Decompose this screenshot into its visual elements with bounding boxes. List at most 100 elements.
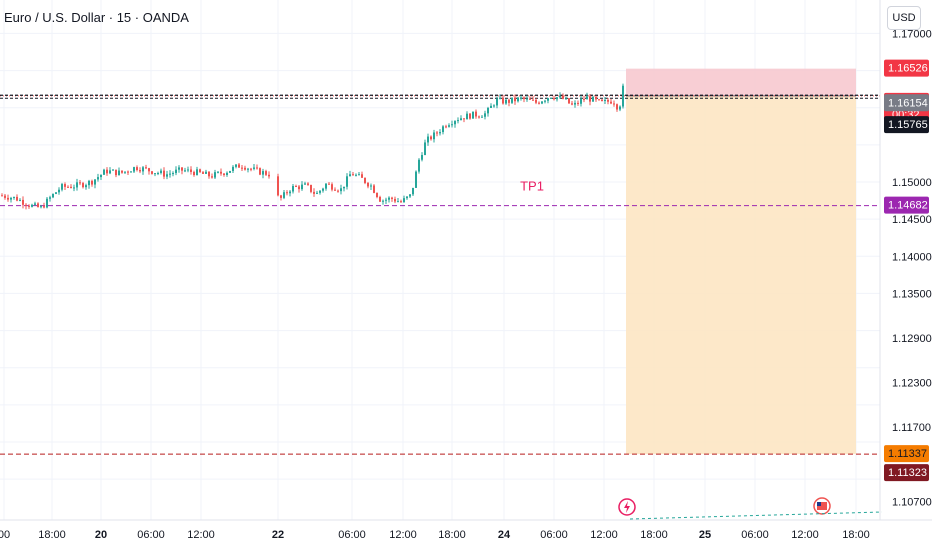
candle-body bbox=[343, 186, 345, 189]
time-tick-label: 06:00 bbox=[540, 529, 568, 541]
candle-body bbox=[592, 96, 594, 102]
candle-body bbox=[520, 97, 522, 99]
candle-body bbox=[256, 167, 258, 169]
candle-body bbox=[385, 199, 387, 201]
candle-body bbox=[115, 169, 117, 176]
price-lines bbox=[0, 94, 880, 455]
candle-body bbox=[205, 171, 207, 174]
candle-body bbox=[277, 176, 279, 196]
candle-body bbox=[151, 171, 153, 174]
candle-body bbox=[508, 99, 510, 103]
candle-body bbox=[403, 198, 405, 203]
price-badge-label: 1.16526 bbox=[888, 63, 928, 75]
candle-body bbox=[58, 189, 60, 193]
candle-body bbox=[28, 205, 30, 207]
candle-body bbox=[541, 101, 543, 104]
price-tick-label: 1.14500 bbox=[892, 214, 932, 226]
position-tool[interactable] bbox=[626, 68, 856, 455]
candle-body bbox=[370, 185, 372, 187]
candle-body bbox=[49, 197, 51, 199]
candle-body bbox=[259, 168, 261, 175]
candle-body bbox=[490, 105, 492, 108]
price-badge-label: 1.15765 bbox=[888, 119, 928, 131]
price-tick-label: 1.17000 bbox=[892, 28, 932, 40]
take-profit-zone[interactable] bbox=[626, 96, 856, 455]
stop-loss-zone[interactable] bbox=[626, 68, 856, 96]
candle-body bbox=[73, 187, 75, 189]
candle-body bbox=[418, 159, 420, 172]
candle-body bbox=[511, 97, 513, 103]
candle-body bbox=[127, 171, 129, 173]
price-tick-label: 1.12900 bbox=[892, 333, 932, 345]
candle-body bbox=[139, 170, 141, 172]
candle-body bbox=[484, 113, 486, 117]
price-badge-bg bbox=[884, 59, 929, 77]
candle-body bbox=[616, 104, 618, 110]
candle-body bbox=[433, 132, 435, 140]
candle-body bbox=[43, 206, 45, 208]
candle-body bbox=[82, 183, 84, 188]
candle-body bbox=[328, 183, 330, 185]
events[interactable] bbox=[618, 497, 883, 520]
candle-body bbox=[7, 197, 9, 200]
candle-body bbox=[391, 197, 393, 199]
time-tick-label: 06:00 bbox=[137, 529, 165, 541]
price-badge: 1.14682 bbox=[884, 196, 929, 214]
candle-body bbox=[148, 168, 150, 172]
candle-body bbox=[613, 103, 615, 105]
candle-body bbox=[190, 169, 192, 172]
candle-body bbox=[361, 174, 363, 178]
candle-body bbox=[451, 124, 453, 126]
candle-body bbox=[211, 176, 213, 178]
candle-body bbox=[220, 171, 222, 174]
price-badge: 1.16154 bbox=[884, 94, 929, 112]
candle-body bbox=[349, 174, 351, 177]
grid bbox=[0, 0, 880, 520]
candle-body bbox=[604, 99, 606, 102]
candle-body bbox=[496, 98, 498, 106]
candle-body bbox=[10, 197, 12, 200]
candle-body bbox=[337, 190, 339, 192]
candle-body bbox=[442, 126, 444, 133]
price-badge-label: 1.11323 bbox=[888, 467, 927, 479]
candle-body bbox=[106, 169, 108, 174]
candle-body bbox=[568, 98, 570, 104]
candle-body bbox=[460, 118, 462, 121]
candle-body bbox=[400, 201, 402, 203]
candle-body bbox=[547, 98, 549, 101]
candle-body bbox=[91, 180, 93, 185]
candle-body bbox=[235, 164, 237, 167]
candle-body bbox=[550, 97, 552, 99]
candle-body bbox=[556, 97, 558, 100]
candle-body bbox=[532, 99, 534, 101]
price-badge-bg bbox=[884, 196, 929, 214]
candle-body bbox=[97, 177, 99, 180]
candle-body bbox=[574, 102, 576, 105]
candle-body bbox=[46, 198, 48, 208]
candle-body bbox=[517, 97, 519, 102]
candle-body bbox=[394, 198, 396, 202]
candle-body bbox=[67, 186, 69, 188]
currency-button[interactable]: USD bbox=[887, 6, 921, 30]
candle-body bbox=[334, 189, 336, 191]
candle-body bbox=[310, 184, 312, 192]
candle-body bbox=[619, 106, 621, 110]
candle-body bbox=[16, 196, 18, 201]
price-badge-bg bbox=[884, 116, 929, 134]
price-axis[interactable]: 1.17000 1.14500 1.14000 1.13500 1.12900 1.123… bbox=[892, 28, 932, 508]
candle-body bbox=[13, 196, 15, 198]
time-tick-label: 25 bbox=[699, 529, 711, 541]
candle-body bbox=[316, 192, 318, 194]
candle-body bbox=[481, 116, 483, 118]
candle-body bbox=[283, 192, 285, 198]
candle-body bbox=[25, 204, 27, 206]
candle-body bbox=[526, 98, 528, 100]
candle-body bbox=[583, 99, 585, 101]
time-axis[interactable]: 00 18:00 20 06:00 12:00 22 06:00 12:00 18:00 24 06… bbox=[0, 529, 870, 541]
candle-body bbox=[322, 188, 324, 191]
time-tick-label: 18:00 bbox=[438, 529, 466, 541]
candle-body bbox=[454, 121, 456, 125]
candle-body bbox=[457, 120, 459, 122]
candle-body bbox=[607, 99, 609, 102]
